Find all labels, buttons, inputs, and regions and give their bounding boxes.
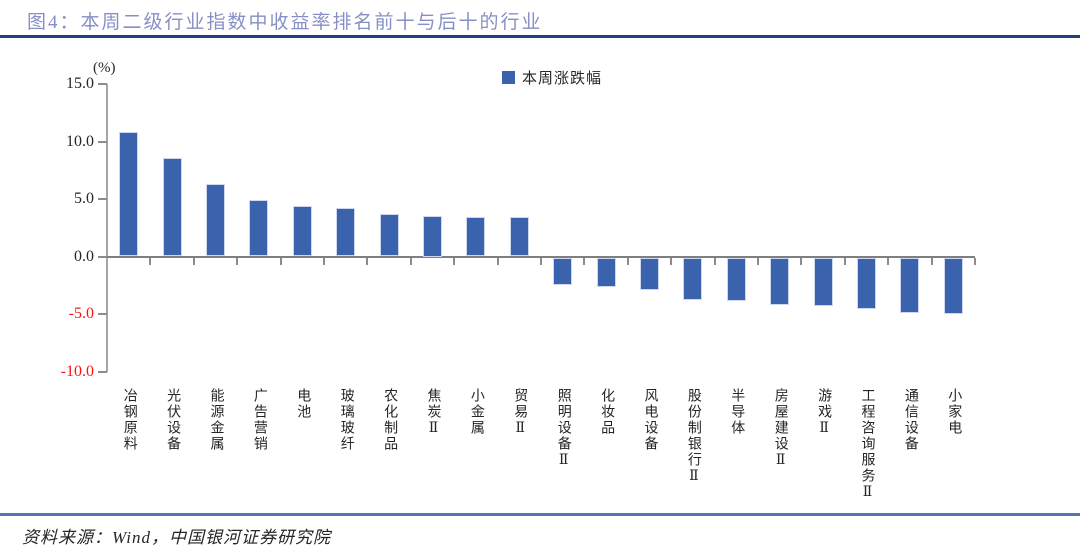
- x-axis-tick-mark: [713, 257, 716, 265]
- y-tick-mark: [98, 370, 107, 373]
- x-category-label: 贸易Ⅱ: [512, 388, 528, 438]
- x-axis-tick-mark: [843, 257, 846, 265]
- x-axis-tick-mark: [409, 257, 412, 265]
- x-category-label: 玻璃玻纤: [338, 388, 354, 452]
- bar: [336, 208, 356, 257]
- chart-legend: 本周涨跌幅: [502, 67, 602, 88]
- x-axis-tick-mark: [366, 257, 369, 265]
- x-axis-tick-mark: [583, 257, 586, 265]
- x-category-label: 小金属: [468, 388, 484, 436]
- x-axis-tick-mark: [800, 257, 803, 265]
- bar: [596, 257, 616, 288]
- x-category-label: 广告营销: [251, 388, 267, 452]
- x-axis-tick-mark: [496, 257, 499, 265]
- x-axis-zero-line: [107, 255, 975, 258]
- x-axis-tick-mark: [279, 257, 282, 265]
- bar: [249, 200, 269, 257]
- bar: [813, 257, 833, 306]
- bar: [900, 257, 920, 313]
- bar: [119, 132, 139, 257]
- x-axis-tick-mark: [670, 257, 673, 265]
- x-category-label: 农化制品: [382, 388, 398, 452]
- bar: [770, 257, 790, 305]
- x-axis-tick-mark: [930, 257, 933, 265]
- y-tick-label: 10.0: [66, 132, 94, 150]
- x-axis-tick-mark: [540, 257, 542, 265]
- y-tick-mark: [98, 198, 107, 200]
- x-axis-tick-mark: [149, 257, 152, 265]
- bar: [162, 157, 182, 257]
- source-note: 资料来源：Wind，中国银河证券研究院: [22, 528, 331, 547]
- x-axis-tick-mark: [626, 257, 629, 265]
- bar: [857, 257, 876, 310]
- y-tick-mark: [98, 255, 107, 258]
- x-category-label: 股份制银行Ⅱ: [685, 388, 701, 486]
- x-category-label: 半导体: [729, 388, 745, 436]
- x-category-label: 房屋建设Ⅱ: [772, 388, 788, 470]
- x-axis-tick-mark: [757, 257, 759, 265]
- y-tick-mark: [98, 83, 107, 85]
- bar: [509, 217, 529, 257]
- y-axis-unit-label: (%): [93, 60, 116, 76]
- y-tick-mark: [98, 140, 107, 143]
- bar: [379, 213, 399, 257]
- bar: [466, 217, 486, 257]
- y-tick-label: -5.0: [68, 305, 94, 322]
- bar: [423, 216, 442, 257]
- bar: [683, 257, 703, 301]
- x-category-label: 照明设备Ⅱ: [555, 388, 571, 470]
- legend-label: 本周涨跌幅: [522, 71, 603, 87]
- bar: [553, 257, 573, 286]
- x-category-label: 电池: [295, 388, 311, 420]
- x-axis-tick-mark: [453, 257, 456, 265]
- x-category-label: 冶钢原料: [121, 388, 137, 452]
- x-category-label: 通信设备: [902, 388, 918, 452]
- legend-swatch: [502, 71, 515, 84]
- x-category-label: 化妆品: [599, 388, 615, 436]
- x-axis-tick-mark: [323, 257, 325, 265]
- bar: [726, 257, 746, 302]
- x-category-label: 风电设备: [642, 388, 658, 452]
- bar: [206, 184, 225, 257]
- x-axis-tick-mark: [887, 257, 890, 265]
- x-axis-tick-mark: [192, 257, 195, 265]
- x-axis-tick-mark: [236, 257, 239, 265]
- y-tick-label: -10.0: [60, 362, 94, 380]
- bar: [292, 205, 312, 257]
- y-axis-line: [106, 84, 108, 372]
- x-category-label: 小家电: [946, 388, 962, 436]
- x-axis-tick-mark: [974, 257, 976, 265]
- bar: [640, 257, 659, 290]
- x-category-label: 工程咨询服务Ⅱ: [859, 388, 875, 502]
- x-category-label: 游戏Ⅱ: [816, 388, 832, 438]
- footer-divider: [0, 513, 1080, 516]
- x-category-label: 光伏设备: [165, 388, 181, 452]
- x-category-label: 焦炭Ⅱ: [425, 388, 441, 438]
- y-tick-label: 5.0: [74, 190, 94, 207]
- y-tick-mark: [98, 313, 107, 315]
- figure-title: 图4：本周二级行业指数中收益率排名前十与后十的行业: [27, 12, 543, 33]
- x-category-label: 能源金属: [208, 388, 224, 452]
- y-tick-label: 15.0: [66, 75, 94, 92]
- y-tick-label: 0.0: [74, 247, 94, 265]
- header-divider: [0, 35, 1080, 38]
- bar: [943, 257, 963, 314]
- bar-chart: (%) 本周涨跌幅 15.0 10.0 5.0 0.0 -5.0 -10.0 冶钢原料 光伏设…: [0, 40, 1080, 502]
